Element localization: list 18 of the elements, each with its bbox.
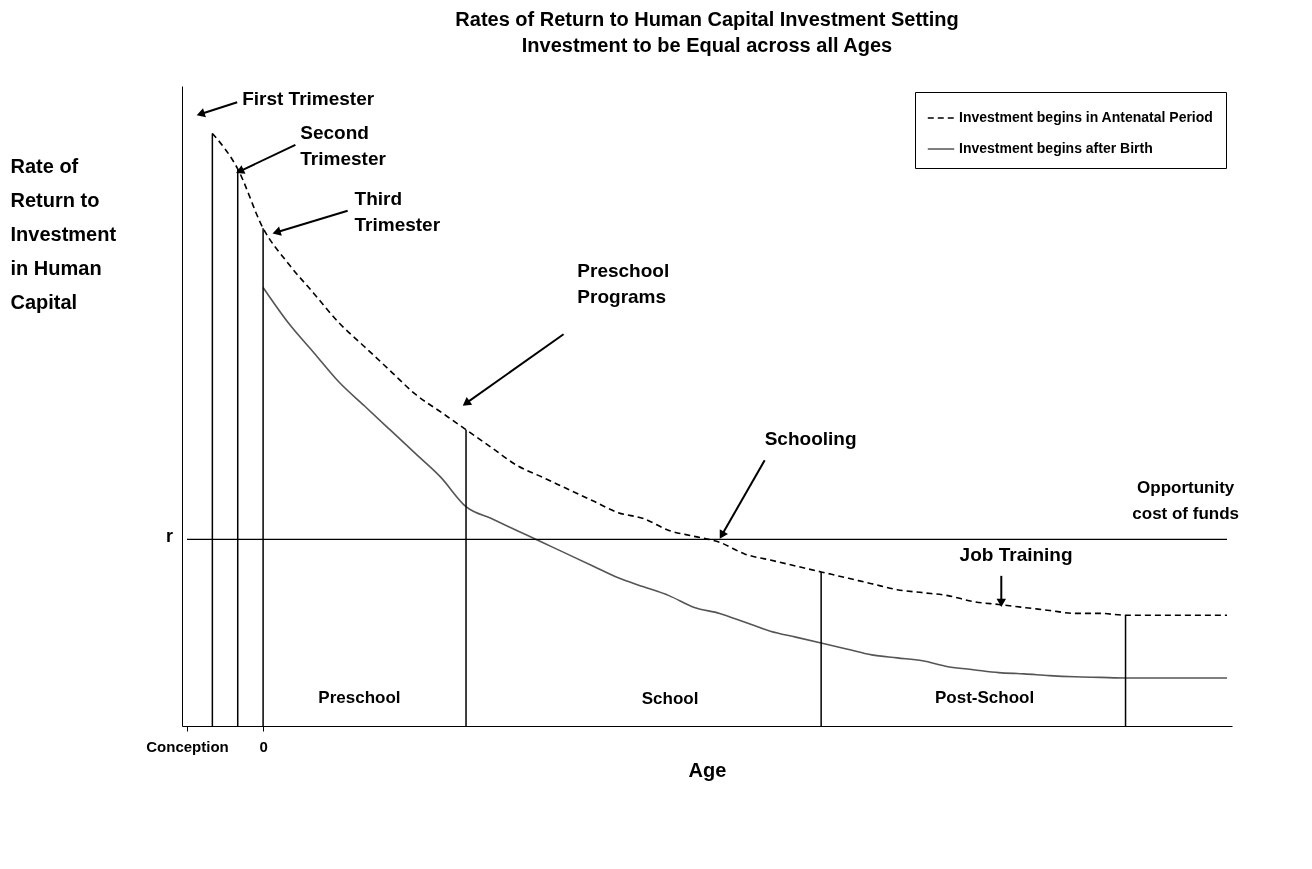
annotation: Schooling <box>764 428 857 450</box>
x-tick-label: Conception <box>146 737 229 755</box>
y-axis-title: Rate of Return to Investment in Human Capital <box>10 154 117 313</box>
annotation: Preschool <box>318 687 401 707</box>
annotation: Job Training <box>959 544 1073 566</box>
annotation: Second Trimester <box>300 121 387 169</box>
annotation: Third Trimester <box>354 188 441 236</box>
chart-title: Rates of Return to Human Capital Investment Setting Investment to be Equal across all Ages <box>455 8 959 56</box>
annotation: Post-School <box>934 687 1035 707</box>
annotation: School <box>641 689 699 709</box>
legend-label: Investment begins after Birth <box>959 140 1153 156</box>
annotation: Preschool Programs <box>577 260 670 308</box>
x-tick-label: 0 <box>259 737 268 755</box>
text: First Trimester <box>242 87 375 109</box>
legend-label: Investment begins in Antenatal Period <box>959 109 1213 125</box>
x-axis-title: Age <box>688 758 727 781</box>
annotation: Opportunity cost of funds <box>1132 478 1240 524</box>
ref-line-label: r <box>165 526 173 547</box>
